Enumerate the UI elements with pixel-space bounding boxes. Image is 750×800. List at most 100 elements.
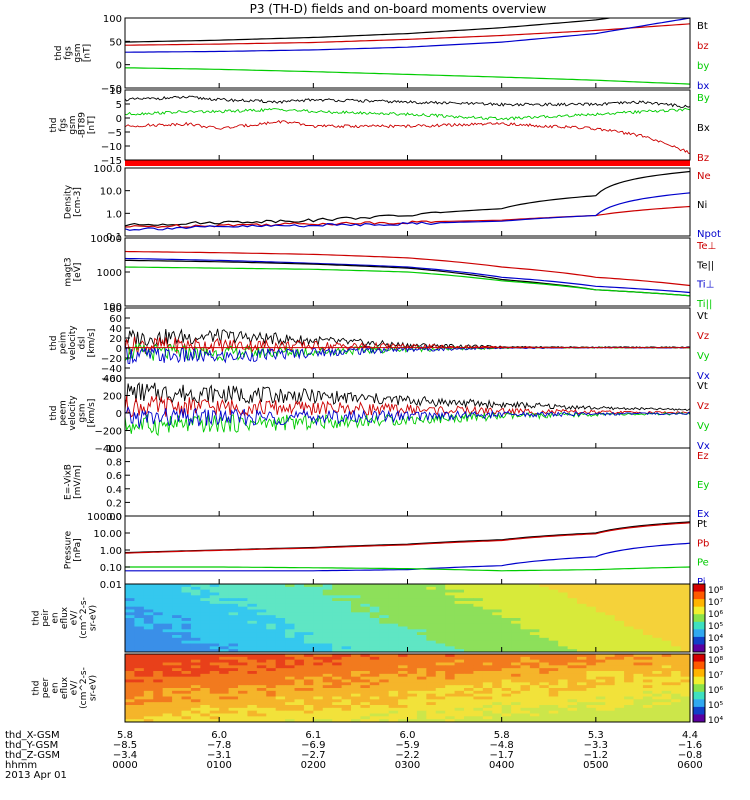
heatmap-cell (162, 620, 173, 625)
heatmap-cell (181, 679, 192, 683)
heatmap-cell (369, 716, 380, 720)
heatmap-cell (661, 612, 672, 616)
heatmap-cell (595, 598, 606, 602)
heatmap-cell (482, 632, 493, 636)
heatmap-cell (586, 707, 597, 712)
heatmap-cell (247, 584, 258, 588)
heatmap-cell (671, 586, 682, 591)
heatmap-cell (332, 623, 343, 627)
heatmap-cell (398, 690, 408, 695)
heatmap-cell (586, 586, 597, 591)
heatmap-cell (511, 640, 521, 644)
heatmap-cell (294, 719, 305, 723)
heatmap-cell (482, 629, 493, 633)
heatmap-cell (567, 676, 578, 680)
heatmap-cell (275, 623, 286, 627)
heatmap-cell (153, 643, 164, 647)
heatmap-cell (294, 646, 305, 650)
heatmap-cell (398, 719, 408, 723)
heatmap-cell (369, 654, 380, 658)
heatmap-cell (473, 586, 484, 591)
heatmap-cell (398, 713, 408, 717)
heatmap-cell (426, 595, 437, 599)
heatmap-cell (558, 679, 569, 683)
heatmap-cell (322, 603, 333, 608)
heatmap-cell (520, 646, 531, 650)
heatmap-cell (558, 592, 569, 596)
heatmap-cell (529, 662, 540, 666)
heatmap-cell (143, 618, 154, 622)
heatmap-cell (351, 589, 361, 593)
panel-5-ylabel: [km/s] (87, 329, 97, 358)
heatmap-cell (577, 595, 587, 599)
heatmap-cell (501, 705, 512, 709)
heatmap-cell (332, 682, 343, 686)
heatmap-cell (464, 632, 474, 636)
heatmap-cell (219, 676, 230, 680)
heatmap-cell (172, 688, 182, 692)
heatmap-cell (322, 586, 333, 591)
heatmap-cell (322, 662, 333, 666)
heatmap-cell (238, 693, 248, 697)
heatmap-cell (303, 615, 314, 619)
heatmap-cell (341, 679, 352, 683)
heatmap-cell (200, 676, 211, 680)
heatmap-cell (605, 656, 616, 661)
heatmap-cell (548, 637, 559, 642)
heatmap-cell (426, 682, 437, 686)
heatmap-cell (454, 637, 465, 642)
heatmap-cell (426, 646, 437, 650)
heatmap-cell (228, 643, 239, 647)
heatmap-cell (134, 603, 145, 608)
heatmap-cell (671, 618, 682, 622)
heatmap-cell (445, 643, 456, 647)
heatmap-cell (577, 710, 587, 714)
heatmap-cell (332, 618, 343, 622)
heatmap-cell (219, 682, 230, 686)
legend-bx: bx (697, 81, 709, 92)
legend-ez: Ez (697, 451, 709, 462)
heatmap-cell (614, 606, 625, 610)
heatmap-cell (190, 676, 201, 680)
heatmap-cell (671, 688, 682, 692)
heatmap-cell (464, 612, 474, 616)
heatmap-cell (642, 637, 653, 642)
heatmap-cell (548, 649, 559, 653)
heatmap-cell (501, 589, 512, 593)
heatmap-cell (577, 662, 587, 666)
heatmap-cell (360, 589, 371, 593)
heatmap-cell (303, 656, 314, 661)
heatmap-cell (633, 654, 644, 658)
heatmap-cell (125, 603, 135, 608)
heatmap-cell (190, 693, 201, 697)
heatmap-cell (200, 719, 211, 723)
heatmap-cell (511, 632, 521, 636)
heatmap-cell (190, 632, 201, 636)
heatmap-cell (341, 676, 352, 680)
heatmap-cell (605, 598, 616, 602)
heatmap-cell (247, 649, 258, 653)
heatmap-cell (416, 626, 427, 630)
heatmap-cell (369, 685, 380, 689)
heatmap-cell (256, 609, 267, 613)
heatmap-cell (558, 659, 569, 663)
heatmap-cell (341, 643, 352, 647)
heatmap-cell (143, 646, 154, 650)
heatmap-cell (162, 640, 173, 644)
heatmap-cell (671, 713, 682, 717)
heatmap-cell (275, 662, 286, 666)
heatmap-cell (125, 637, 135, 642)
heatmap-cell (247, 612, 258, 616)
heatmap-cell (567, 598, 578, 602)
heatmap-cell (642, 685, 653, 689)
heatmap-cell (332, 719, 343, 723)
heatmap-cell (426, 659, 437, 663)
heatmap-cell (511, 676, 521, 680)
heatmap-cell (680, 654, 691, 658)
heatmap-cell (501, 665, 512, 669)
heatmap-cell (558, 713, 569, 717)
heatmap-cell (266, 637, 277, 642)
heatmap-cell (539, 693, 550, 697)
heatmap-cell (303, 707, 314, 712)
heatmap-cell (605, 673, 616, 678)
